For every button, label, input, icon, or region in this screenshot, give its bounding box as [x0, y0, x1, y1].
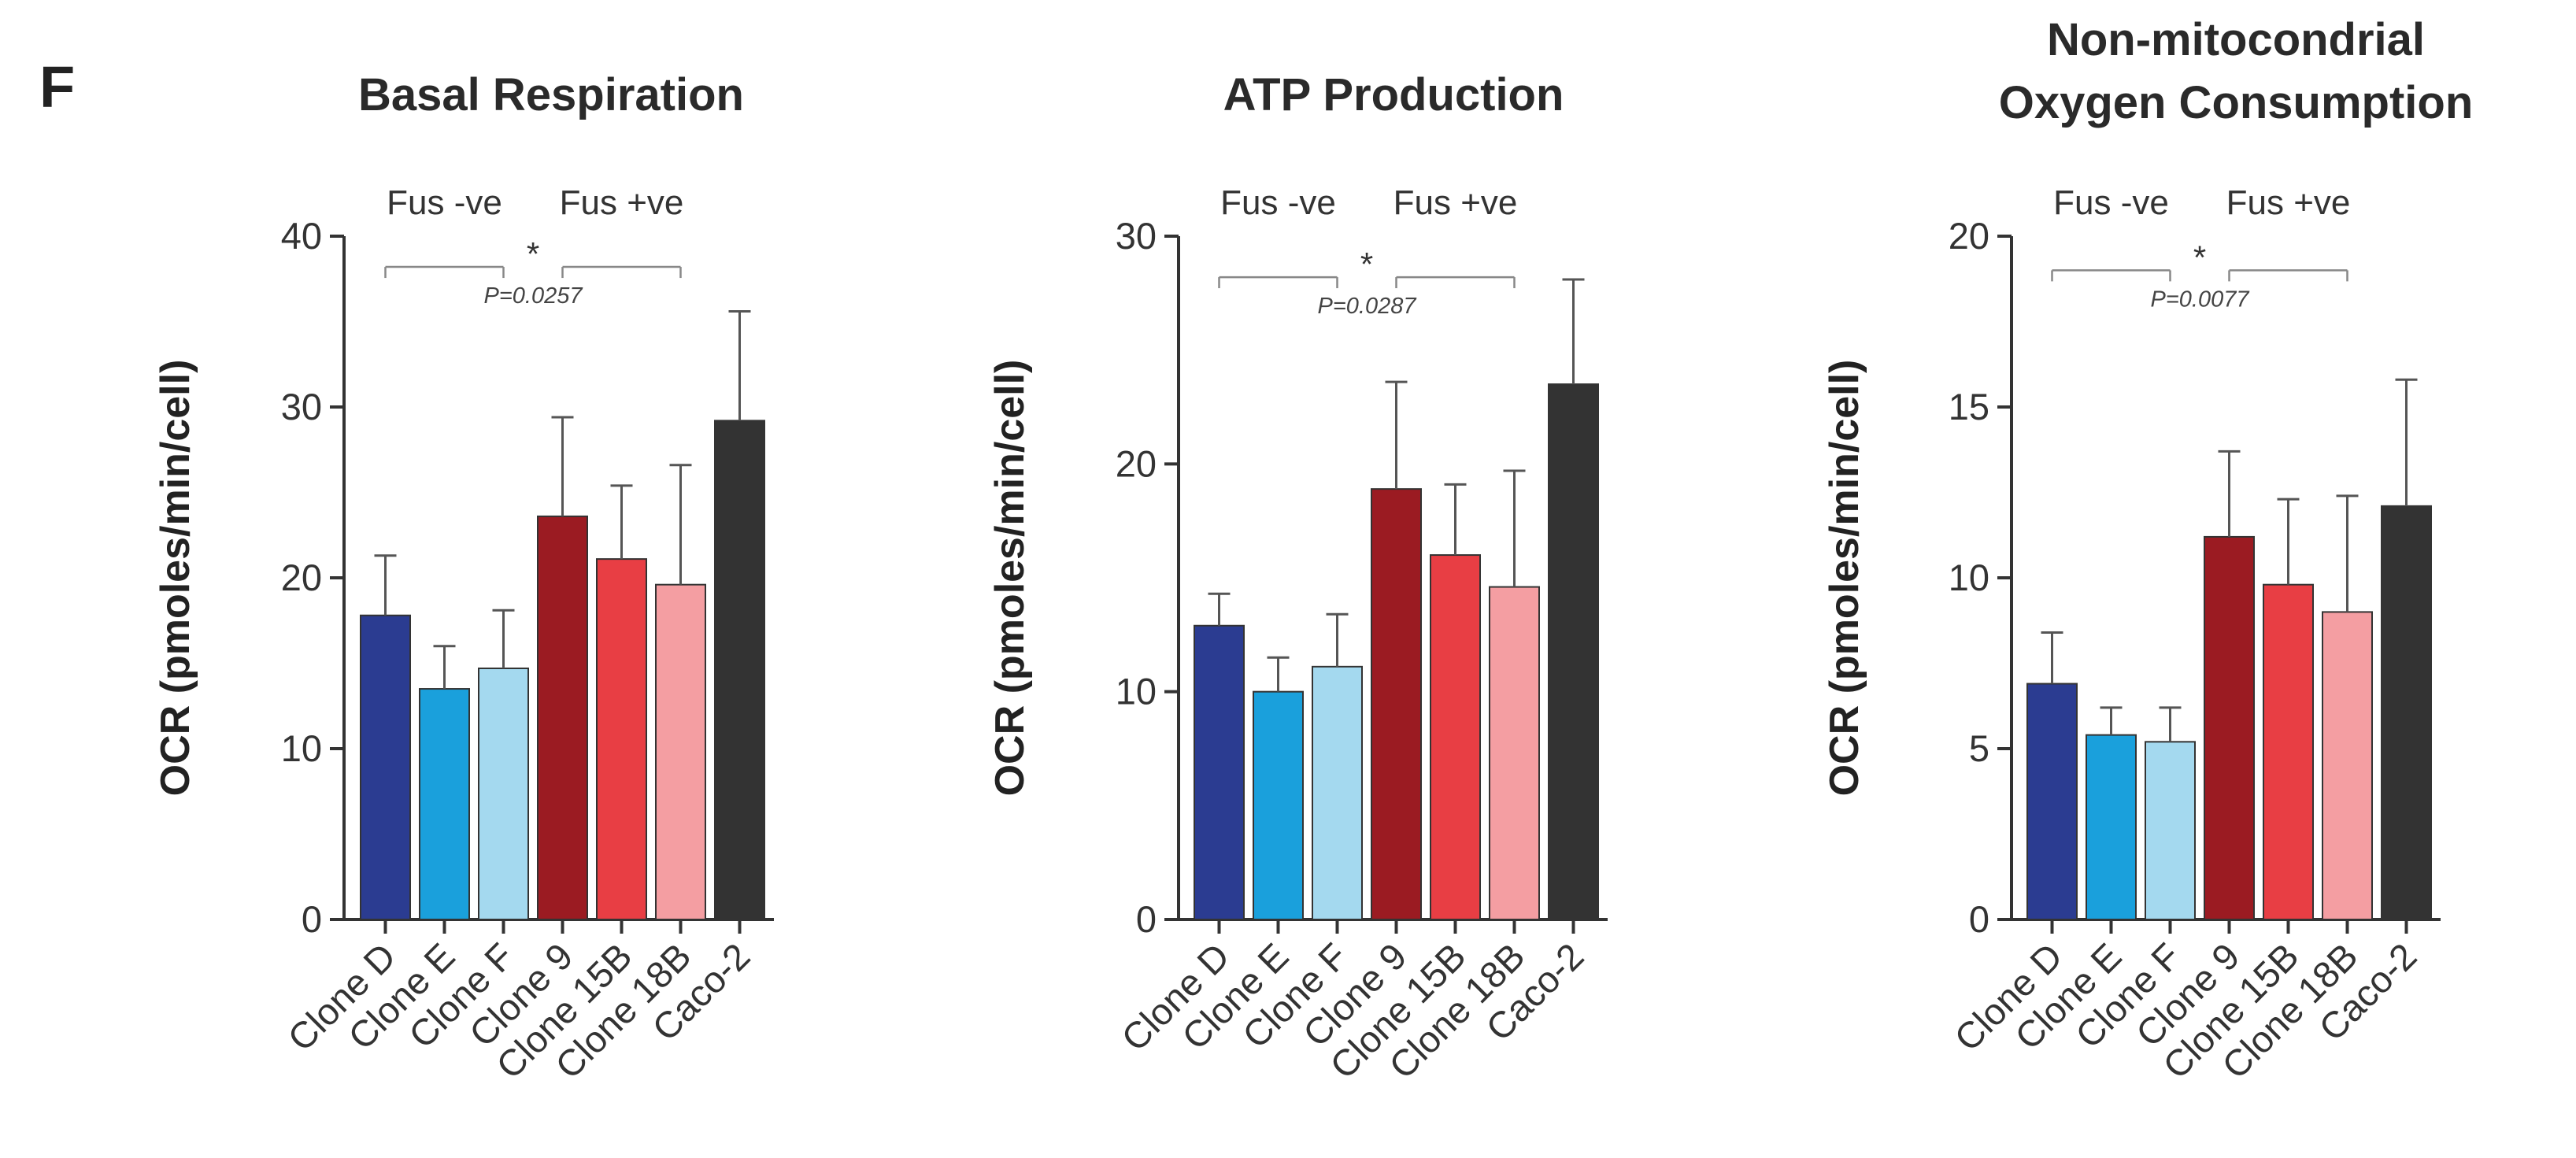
- bar-clone-15b: [596, 558, 647, 920]
- group-label: Fus +ve: [560, 183, 684, 222]
- p-value-label: P=0.0077: [2151, 287, 2251, 312]
- bar-clone-9: [2204, 535, 2255, 920]
- significance-star: *: [1360, 246, 1373, 283]
- y-tick-label: 10: [1949, 557, 1989, 598]
- bar-caco-2: [714, 420, 765, 920]
- group-label: Fus -ve: [387, 183, 502, 222]
- y-tick-label: 30: [1116, 215, 1157, 257]
- group-label: Fus +ve: [2226, 183, 2351, 222]
- y-tick-label: 10: [281, 727, 322, 769]
- chart-title: Oxygen Consumption: [1999, 77, 2474, 128]
- bar-clone-18b: [2322, 611, 2373, 921]
- y-tick-label: 20: [1949, 215, 1989, 257]
- bar-clone-18b: [655, 583, 706, 920]
- y-tick-label: 10: [1116, 671, 1157, 712]
- y-axis-label: OCR (pmoles/min/cell): [987, 360, 1033, 797]
- bar-clone-d: [360, 614, 411, 920]
- y-tick-label: 5: [1969, 727, 1989, 769]
- y-tick-label: 30: [281, 386, 322, 427]
- bar-clone-9: [1371, 488, 1422, 920]
- y-tick-label: 20: [1116, 442, 1157, 484]
- bar-clone-15b: [2263, 583, 2314, 920]
- significance-star: *: [527, 235, 539, 272]
- group-label: Fus +ve: [1393, 183, 1518, 222]
- y-tick-label: 0: [302, 898, 322, 940]
- bar-clone-d: [2026, 683, 2078, 920]
- group-label: Fus -ve: [2053, 183, 2169, 222]
- bar-clone-9: [537, 515, 588, 920]
- p-value-label: P=0.0257: [484, 283, 584, 309]
- y-axis-label: OCR (pmoles/min/cell): [1822, 360, 1867, 797]
- p-value-label: P=0.0287: [1318, 294, 1418, 319]
- y-axis-label: OCR (pmoles/min/cell): [153, 360, 198, 797]
- y-tick-label: 0: [1969, 898, 1989, 940]
- bar-clone-e: [2086, 734, 2137, 921]
- bar-clone-f: [478, 668, 529, 920]
- chart-title: ATP Production: [1223, 69, 1564, 120]
- y-tick-label: 0: [1136, 898, 1157, 940]
- y-tick-label: 15: [1949, 386, 1989, 427]
- chart-title: Non-mitocondrial: [2047, 14, 2425, 65]
- chart-title: Basal Respiration: [358, 69, 744, 120]
- significance-star: *: [2193, 239, 2206, 276]
- y-tick-label: 20: [281, 557, 322, 598]
- bar-caco-2: [1548, 383, 1599, 921]
- panel-letter: F: [39, 54, 76, 120]
- bar-clone-f: [2145, 741, 2196, 920]
- y-tick-label: 40: [281, 215, 322, 257]
- bar-clone-15b: [1430, 554, 1481, 920]
- bar-caco-2: [2381, 505, 2432, 920]
- group-label: Fus -ve: [1220, 183, 1336, 222]
